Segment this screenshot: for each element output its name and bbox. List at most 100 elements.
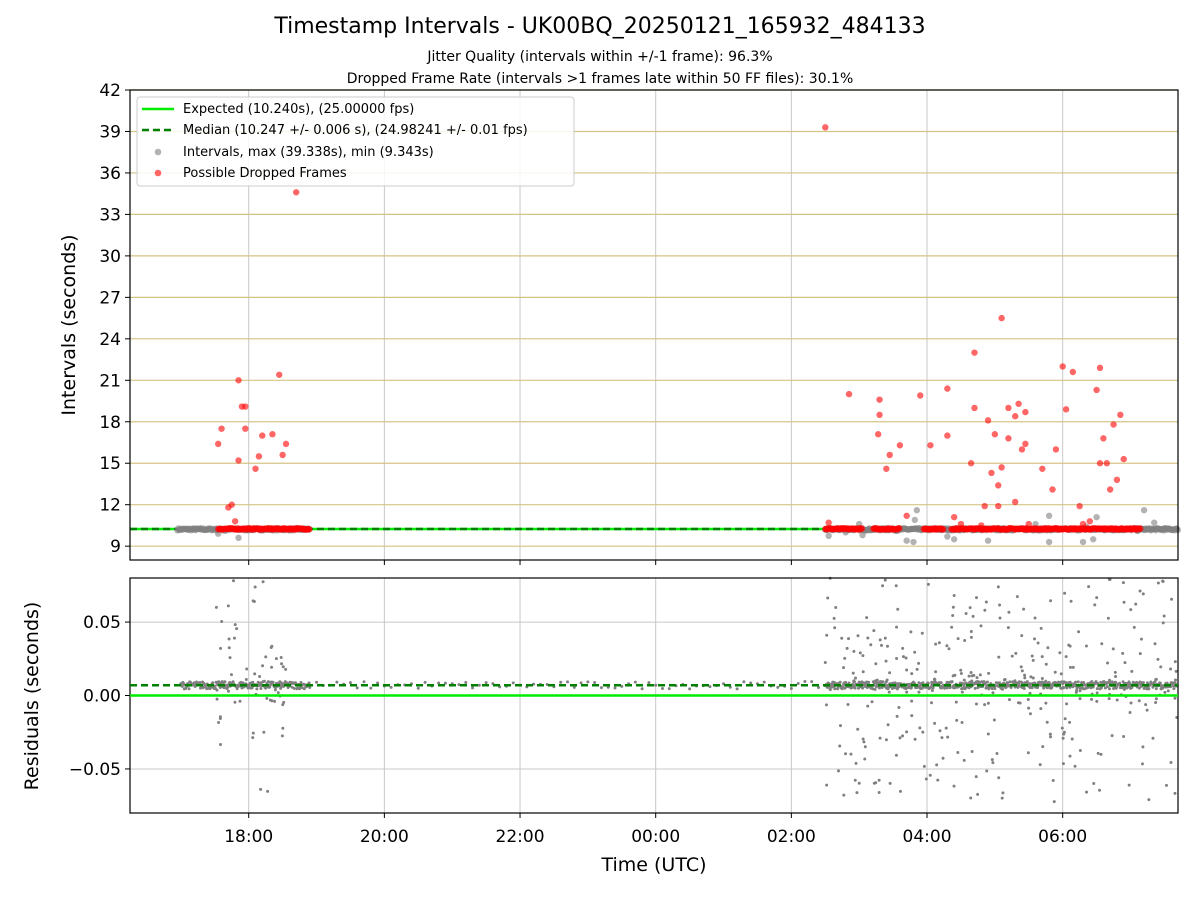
residual-point [238,699,242,703]
residual-point [990,687,994,691]
residual-point [951,674,955,678]
residual-point [1106,661,1110,665]
residual-point [280,734,284,738]
x-axis-label: Time (UTC) [600,854,706,876]
bottom-y-axis-label: Residuals (seconds) [21,602,43,791]
residual-point [1107,687,1111,691]
residual-point [950,625,954,629]
residual-point [884,686,888,690]
dropped-frame-point [269,431,276,438]
residual-point [986,701,990,705]
residual-point [952,784,956,788]
residual-point [280,662,284,666]
residual-point [762,680,766,684]
residual-point [991,691,995,695]
top-y-tick-label: 15 [99,454,121,474]
residual-point [824,703,828,707]
residual-point [1006,626,1010,630]
residual-point [1073,764,1077,768]
residual-point [897,706,901,710]
residual-point [983,703,987,707]
dropped-frame-point [231,518,239,525]
residual-point [247,683,251,687]
residual-point [844,680,848,684]
residual-point [901,646,905,650]
residual-point [1130,669,1134,673]
residual-point [978,673,982,677]
residual-point [833,626,837,630]
legend-intervals-marker [154,148,162,156]
top-y-tick-label: 30 [99,247,121,267]
dropped-frame-point [282,440,290,448]
residual-point [954,700,958,704]
residual-point [198,681,202,685]
residual-point [901,655,905,659]
residual-point [935,763,939,767]
residual-point [1162,614,1166,618]
residual-point [1138,589,1142,593]
residual-point [1156,581,1160,585]
residual-point [917,690,921,694]
residual-point [276,691,280,695]
residual-point [963,687,967,691]
residual-point [878,736,882,740]
residual-point [884,659,888,663]
interval-point [903,537,910,544]
legend-intervals-label: Intervals, max (39.338s), min (9.343s) [183,145,434,160]
residual-point [218,685,222,689]
residual-point [1039,626,1043,630]
residual-point [647,681,651,685]
residual-point [866,636,870,640]
residual-point [962,678,966,682]
residual-point [886,723,890,727]
residual-point [1061,736,1065,740]
dropped-frame-point [845,390,853,398]
residual-point [1020,634,1024,638]
residual-point [1074,680,1078,684]
residual-point [854,676,858,680]
residual-point [872,629,876,633]
residual-point [990,758,994,762]
interval-point [1140,507,1148,514]
residual-point [261,664,265,668]
dropped-frame-point [981,502,988,510]
dropped-frame-point [276,371,283,378]
residual-point [956,751,960,755]
residual-point [566,680,570,684]
residual-point [950,680,954,684]
dropped-frame-point [1022,408,1029,416]
residual-point [1061,762,1065,766]
legend-median-label: Median (10.247 +/- 0.006 s), (24.98241 +… [183,123,528,138]
residual-point [888,781,892,785]
residual-point [259,787,263,791]
residual-point [1170,597,1174,601]
residual-point [1078,689,1082,693]
residual-point [998,616,1002,620]
residual-point [484,681,488,685]
dropped-frame-point [1076,502,1083,510]
residual-point [964,612,968,616]
dropped-frame-point [957,520,965,528]
dropped-frame-point [1005,404,1012,412]
residual-point [184,687,188,691]
dropped-frame-point [1100,435,1107,442]
interval-point [910,538,917,546]
residual-point [1139,637,1143,641]
residual-point [1065,702,1069,706]
dropped-frame-point [218,425,225,432]
residual-point [244,677,248,681]
legend: Expected (10.240s), (25.00000 fps) Media… [136,96,575,187]
residual-point [951,613,955,617]
residual-point [921,681,925,685]
legend-box [136,96,575,187]
dropped-frame-point [252,465,259,472]
residual-point [976,792,980,796]
residual-point [1128,711,1132,715]
residual-point [913,737,917,741]
residual-point [1025,680,1029,684]
residual-point [1174,669,1178,673]
residual-point [308,686,312,690]
residual-point [869,643,873,647]
residual-point [613,686,617,690]
top-y-tick-label: 39 [99,122,121,142]
